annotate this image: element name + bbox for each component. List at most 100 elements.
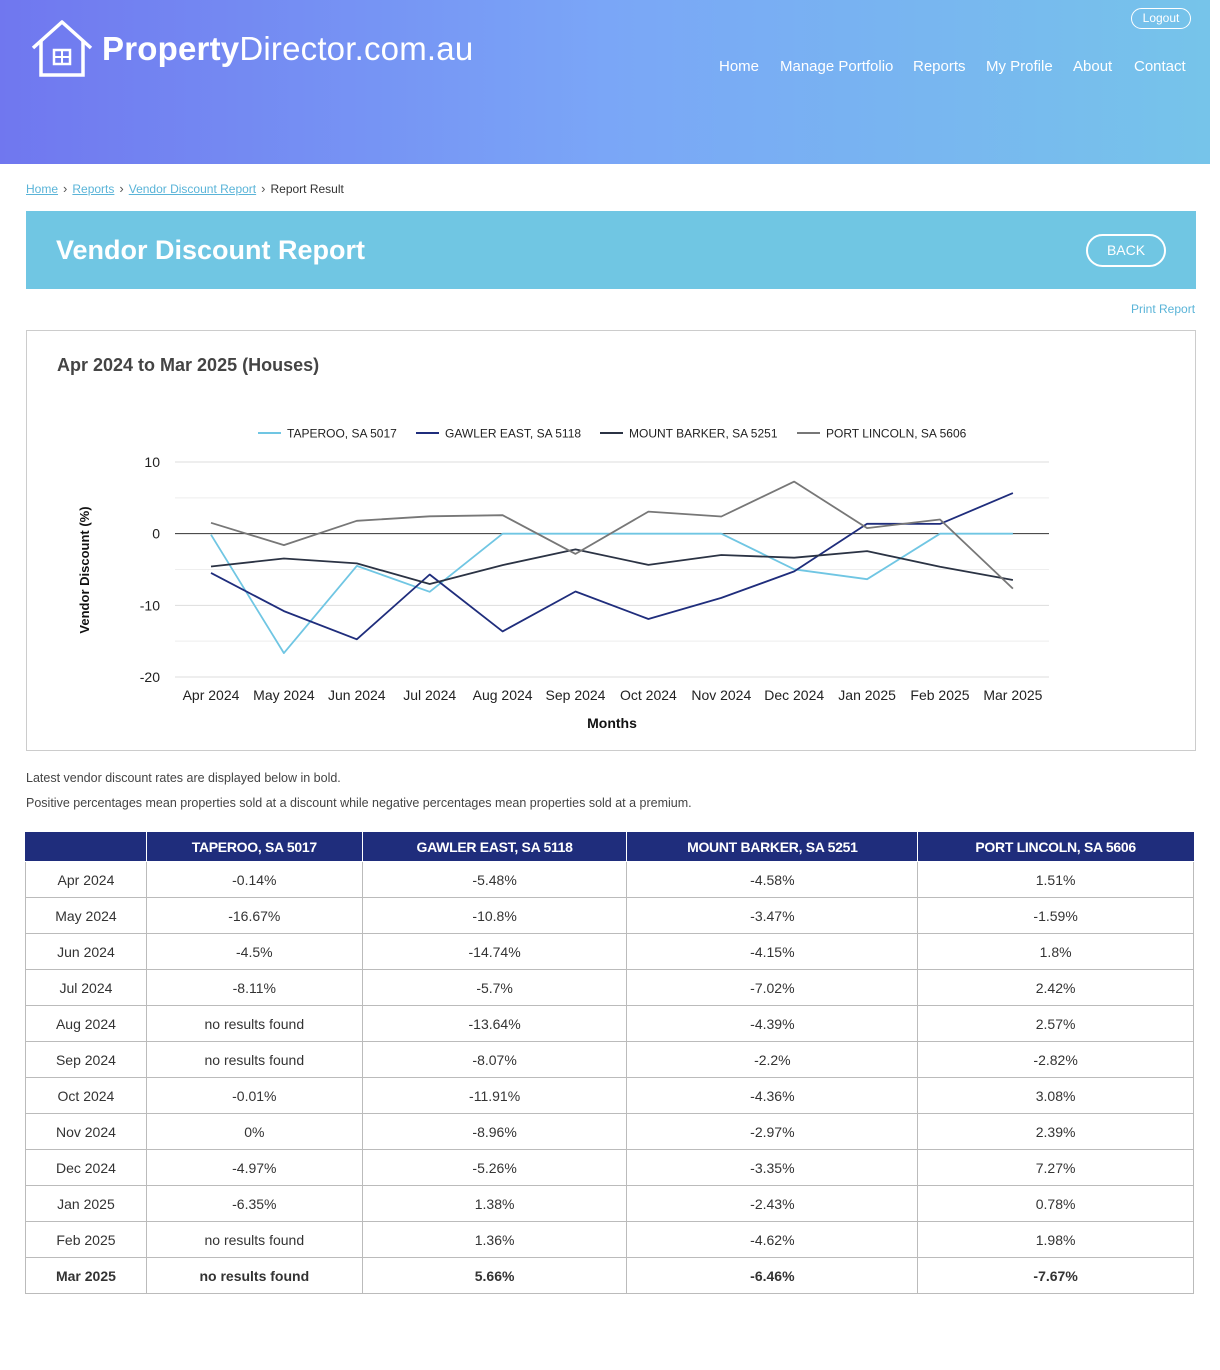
table-header-row: TAPEROO, SA 5017 GAWLER EAST, SA 5118 MOUN… <box>25 832 1194 862</box>
table-cell: 1.51% <box>917 861 1194 898</box>
row-month-cell: Mar 2025 <box>25 1257 147 1294</box>
table-cell: -4.39% <box>626 1005 919 1042</box>
series-line-gawler-east-sa-5118 <box>210 492 1014 641</box>
breadcrumb-current: Report Result <box>270 182 344 196</box>
x-tick-label: Dec 2024 <box>764 687 824 703</box>
x-tick-label: Nov 2024 <box>691 687 751 703</box>
table-row: Mar 2025 no results found 5.66% -6.46% -7.67… <box>25 1257 1194 1294</box>
y-tick-label: -10 <box>140 597 160 613</box>
row-month-cell: Jun 2024 <box>25 933 147 970</box>
table-cell: 0.78% <box>917 1185 1194 1222</box>
row-month-cell: Jul 2024 <box>25 969 147 1006</box>
breadcrumb-home[interactable]: Home <box>26 182 59 196</box>
page-banner: Vendor Discount Report BACK <box>26 211 1196 289</box>
column-header: PORT LINCOLN, SA 5606 <box>917 832 1194 862</box>
table-cell: 7.27% <box>917 1149 1194 1186</box>
series-line-taperoo-sa-5017 <box>210 532 1013 655</box>
table-row: Apr 2024 -0.14% -5.48% -4.58% 1.51% <box>25 861 1194 898</box>
table-cell: -8.07% <box>361 1041 628 1078</box>
legend-entry: TAPEROO, SA 5017 <box>287 427 397 441</box>
table-cell: -2.82% <box>917 1041 1194 1078</box>
y-axis-label: Vendor Discount (%) <box>77 506 92 633</box>
table-row: Nov 2024 0% -8.96% -2.97% 2.39% <box>25 1113 1194 1150</box>
table-cell: -5.7% <box>361 969 628 1006</box>
print-report-link[interactable]: Print Report <box>1131 302 1196 316</box>
table-cell: -8.96% <box>361 1113 628 1150</box>
table-cell: -0.01% <box>145 1077 363 1114</box>
table-cell: no results found <box>145 1041 363 1078</box>
row-month-cell: May 2024 <box>25 897 147 934</box>
table-cell: 1.36% <box>361 1221 628 1258</box>
table-cell: -4.5% <box>145 933 363 970</box>
x-tick-label: Oct 2024 <box>620 687 677 703</box>
chevron-right-icon: › <box>119 181 124 196</box>
table-row: Feb 2025 no results found 1.36% -4.62% 1.98% <box>25 1221 1194 1258</box>
table-cell: 3.08% <box>917 1077 1194 1114</box>
note-bold-latest: Latest vendor discount rates are display… <box>26 771 341 785</box>
table-cell: 2.42% <box>917 969 1194 1006</box>
note-positive-negative: Positive percentages mean properties sol… <box>26 796 692 810</box>
table-cell: -10.8% <box>361 897 628 934</box>
house-icon <box>31 20 93 77</box>
table-cell: no results found <box>145 1257 363 1294</box>
breadcrumb-reports[interactable]: Reports <box>72 182 115 196</box>
nav-reports[interactable]: Reports <box>913 58 966 75</box>
site-header: PropertyDirector.com.au Logout Home Mana… <box>0 0 1210 164</box>
back-button[interactable]: BACK <box>1086 234 1166 267</box>
table-cell: -4.58% <box>626 861 919 898</box>
breadcrumb: Home › Reports › Vendor Discount Report › Repo… <box>26 181 344 196</box>
table-cell: -2.97% <box>626 1113 919 1150</box>
table-cell: -11.91% <box>361 1077 628 1114</box>
table-cell: no results found <box>145 1005 363 1042</box>
table-cell: -8.11% <box>145 969 363 1006</box>
chevron-right-icon: › <box>63 181 68 196</box>
table-row: Dec 2024 -4.97% -5.26% -3.35% 7.27% <box>25 1149 1194 1186</box>
legend-entry: GAWLER EAST, SA 5118 <box>445 427 581 441</box>
logout-button[interactable]: Logout <box>1131 8 1191 29</box>
table-cell: -6.46% <box>626 1257 919 1294</box>
row-month-cell: Sep 2024 <box>25 1041 147 1078</box>
table-cell: -2.2% <box>626 1041 919 1078</box>
table-cell: 1.98% <box>917 1221 1194 1258</box>
nav-about[interactable]: About <box>1073 58 1113 75</box>
table-cell: 1.8% <box>917 933 1194 970</box>
table-row: May 2024 -16.67% -10.8% -3.47% -1.59% <box>25 897 1194 934</box>
table-cell: -4.15% <box>626 933 919 970</box>
x-tick-label: Jun 2024 <box>328 687 386 703</box>
table-cell: -16.67% <box>145 897 363 934</box>
table-cell: -1.59% <box>917 897 1194 934</box>
table-cell: 5.66% <box>361 1257 628 1294</box>
table-row: Jul 2024 -8.11% -5.7% -7.02% 2.42% <box>25 969 1194 1006</box>
nav-my-profile[interactable]: My Profile <box>986 58 1053 75</box>
x-tick-label: Jul 2024 <box>403 687 456 703</box>
vendor-discount-chart: 10 0 -10 -20 Apr 2024 May 2024 Jun 2024 Jul 202… <box>77 427 1049 731</box>
table-cell: -14.74% <box>361 933 628 970</box>
table-cell: -7.67% <box>917 1257 1194 1294</box>
x-axis-label: Months <box>587 715 637 731</box>
table-cell: -5.48% <box>361 861 628 898</box>
nav-contact[interactable]: Contact <box>1134 58 1186 75</box>
table-cell: 1.38% <box>361 1185 628 1222</box>
vendor-discount-table: TAPEROO, SA 5017 GAWLER EAST, SA 5118 MOUN… <box>25 832 1194 1294</box>
x-tick-label: May 2024 <box>253 687 315 703</box>
table-cell: -2.43% <box>626 1185 919 1222</box>
table-cell: -4.36% <box>626 1077 919 1114</box>
page-title: Vendor Discount Report <box>56 235 366 265</box>
table-cell: -13.64% <box>361 1005 628 1042</box>
y-tick-label: -20 <box>140 669 160 685</box>
row-month-cell: Nov 2024 <box>25 1113 147 1150</box>
main-nav: Home Manage Portfolio Reports My Profile… <box>0 58 1210 78</box>
row-month-cell: Apr 2024 <box>25 861 147 898</box>
table-cell: -6.35% <box>145 1185 363 1222</box>
row-month-cell: Jan 2025 <box>25 1185 147 1222</box>
table-row: Sep 2024 no results found -8.07% -2.2% -2.82… <box>25 1041 1194 1078</box>
breadcrumb-vendor-discount-report[interactable]: Vendor Discount Report <box>128 182 257 196</box>
nav-manage-portfolio[interactable]: Manage Portfolio <box>780 58 894 75</box>
legend-entry: PORT LINCOLN, SA 5606 <box>826 427 967 441</box>
series-line-port-lincoln-sa-5606 <box>210 480 1014 590</box>
table-cell: 2.57% <box>917 1005 1194 1042</box>
table-cell: -7.02% <box>626 969 919 1006</box>
nav-home[interactable]: Home <box>719 58 760 75</box>
table-cell: -4.62% <box>626 1221 919 1258</box>
chart-title: Apr 2024 to Mar 2025 (Houses) <box>57 355 320 375</box>
